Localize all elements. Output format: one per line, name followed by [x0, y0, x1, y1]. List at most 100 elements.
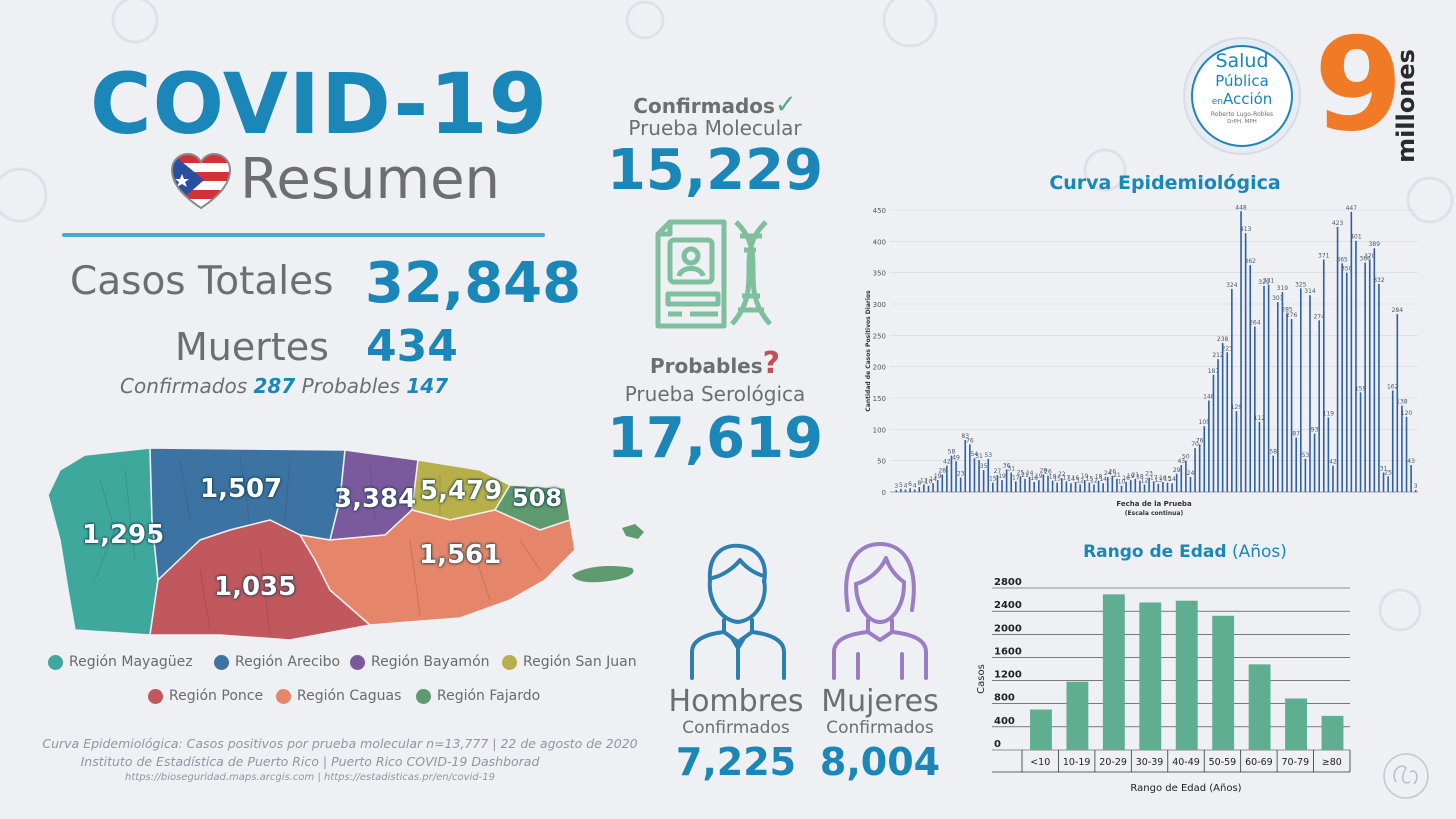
epi-bar-label: 87	[1292, 430, 1300, 437]
age-bar	[1285, 698, 1307, 750]
epi-bar	[1359, 392, 1362, 492]
age-chart-title-wrap: Rango de Edad (Años)	[1040, 542, 1330, 562]
epi-bar	[1175, 473, 1178, 492]
epi-bar-label: 16	[1030, 475, 1038, 482]
epi-bar	[1042, 474, 1045, 492]
epi-y-tick: 0	[882, 489, 886, 497]
epi-bar	[895, 490, 898, 492]
epi-bar-label: 274	[1313, 313, 1325, 320]
legend-swatch	[502, 654, 517, 670]
epi-bar-label: 389	[1369, 241, 1381, 248]
epi-bar-label: 53	[1302, 452, 1310, 459]
epi-bar-label: 12	[920, 477, 928, 484]
map-label-bayamon: 3,384	[334, 484, 417, 514]
epi-bar-label: 3	[894, 483, 898, 490]
epi-bar	[1350, 211, 1353, 492]
confirmed-label: Confirmados	[633, 94, 775, 118]
epi-bar	[927, 485, 930, 492]
question-mark-icon: ?	[762, 346, 781, 381]
epi-bar-label: 54	[971, 451, 979, 458]
epi-bar	[1327, 417, 1330, 492]
epi-bar	[1074, 481, 1077, 492]
epi-bar-label: 23	[957, 471, 965, 478]
epi-bar	[1116, 478, 1118, 492]
epi-bar-label: 10	[1118, 479, 1126, 486]
legend-label: Región Mayagüez	[69, 654, 193, 670]
age-range-chart: 0 400 800 1200 1600 2000 2400 2800 <10 10-19 20-29…	[976, 577, 1351, 794]
legend-swatch	[276, 688, 291, 704]
epi-bar	[1281, 292, 1284, 492]
epi-bar	[1318, 320, 1320, 492]
epi-bar	[1120, 485, 1123, 492]
age-x-tick: <10	[1030, 757, 1050, 768]
epi-y-label: Cantidad de Casos Positivos Diarios	[865, 290, 872, 412]
puerto-rico-heart-flag-icon	[170, 152, 232, 210]
epi-bar	[1263, 285, 1265, 492]
epi-bar	[1332, 465, 1334, 492]
map-label-ponce: 1,035	[214, 572, 297, 602]
epi-bar-label: 350	[1341, 266, 1353, 273]
age-bar	[1212, 615, 1235, 750]
epi-bar	[1405, 416, 1408, 492]
epi-bar	[1005, 469, 1008, 492]
epi-bar	[996, 475, 999, 492]
age-bar	[1248, 664, 1271, 750]
legend-swatch	[48, 654, 63, 670]
epi-bar-label: 50	[1182, 454, 1190, 461]
epi-bar-label: 401	[1350, 234, 1362, 241]
epi-bar	[932, 483, 934, 492]
epi-bar	[1129, 480, 1132, 492]
epi-bar	[1231, 288, 1233, 492]
epi-bar	[904, 489, 907, 492]
legend-swatch	[214, 654, 229, 670]
epi-bar-label: 76	[966, 437, 974, 444]
epi-bar	[1249, 265, 1252, 492]
epi-bar-label: 31	[1007, 466, 1015, 473]
epi-bar	[1277, 302, 1279, 492]
checkmark-icon: ✓	[774, 90, 797, 120]
legend-item-arecibo: Región Arecibo	[214, 654, 340, 670]
serological-label: Prueba Serológica	[624, 382, 806, 406]
epi-bar-label: 26	[1109, 469, 1117, 476]
vieques-island	[572, 566, 634, 583]
deaths-probable-value: 147	[406, 374, 449, 398]
epi-bar	[1313, 433, 1316, 492]
epi-bar	[959, 477, 962, 492]
epi-bar	[1226, 352, 1229, 492]
age-bar	[1139, 602, 1162, 750]
age-x-tick: 30-39	[1136, 757, 1164, 768]
epi-bar-label: 36	[1003, 462, 1011, 469]
epi-bar	[946, 465, 948, 492]
epi-bar	[1217, 359, 1219, 492]
legend-item-bayamon: Región Bayamón	[350, 654, 490, 670]
epi-bar	[918, 486, 921, 492]
epi-bar-label: 238	[1217, 336, 1229, 343]
epi-bar-label: 212	[1212, 352, 1224, 359]
age-y-tick: 400	[994, 716, 1015, 727]
brand-number: 9	[1314, 11, 1404, 160]
epi-bar-label: 53	[984, 452, 992, 459]
epi-y-tick: 100	[873, 426, 886, 434]
epi-bar-label: 276	[1286, 312, 1298, 319]
epi-bar-label: 51	[975, 453, 983, 460]
culebra-island	[622, 524, 644, 539]
epi-bar-label: 93	[1311, 427, 1319, 434]
epi-bar-label: 16	[1122, 475, 1130, 482]
legend-label: Región Caguas	[297, 688, 402, 704]
epi-bar-label: 27	[994, 468, 1002, 475]
epi-bar-label: 43	[1407, 458, 1415, 465]
epi-bar	[1267, 284, 1270, 492]
age-y-tick: 800	[994, 693, 1015, 704]
epi-bar	[1134, 478, 1137, 492]
epi-bar-label: 5	[899, 482, 903, 489]
epi-bar	[987, 458, 990, 492]
legend-item-fajardo: Región Fajardo	[416, 688, 540, 704]
epi-bar-label: 19	[1127, 473, 1135, 480]
epi-bar	[1015, 481, 1017, 492]
epi-bar-label: 25	[1017, 469, 1025, 476]
women-sublabel: Confirmados	[826, 718, 934, 738]
epi-bar	[1028, 476, 1031, 492]
legend-swatch	[416, 688, 431, 704]
men-value: 7,225	[675, 740, 797, 784]
epi-bar	[1364, 262, 1366, 492]
